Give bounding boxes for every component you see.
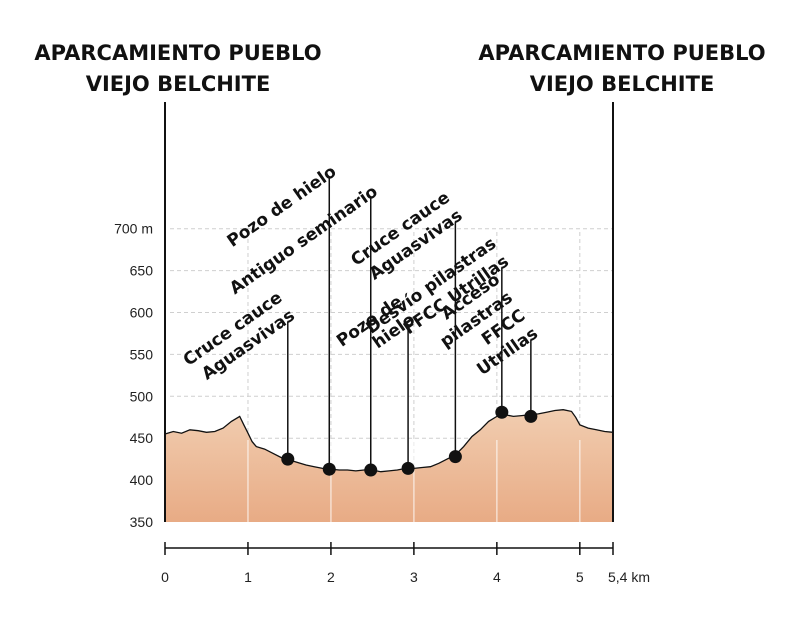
end-label-line-1: APARCAMIENTO PUEBLO	[478, 41, 766, 65]
poi-marker	[281, 452, 295, 466]
x-tick-label: 5,4 km	[608, 569, 650, 585]
poi-marker	[364, 463, 378, 477]
end-label-line-2: VIEJO BELCHITE	[529, 72, 715, 96]
y-tick-label: 350	[130, 514, 154, 530]
y-tick-label: 650	[130, 263, 154, 279]
y-tick-label: 450	[130, 430, 154, 446]
x-tick-label: 5	[576, 569, 584, 585]
y-tick-label: 600	[130, 305, 154, 321]
poi-marker	[495, 405, 509, 419]
x-tick-label: 2	[327, 569, 335, 585]
y-tick-label: 500	[130, 388, 154, 404]
y-tick-label: 400	[130, 472, 154, 488]
x-tick-label: 0	[161, 569, 169, 585]
y-tick-label: 550	[130, 346, 154, 362]
x-axis: 0 1 2 3 4 5 5,4 km	[161, 542, 650, 585]
x-tick-label: 1	[244, 569, 252, 585]
elevation-area	[165, 409, 613, 522]
elevation-profile-line	[164, 409, 614, 473]
y-axis-ticks: 350 400 450 500 550 600 650 700 m	[114, 221, 153, 530]
x-tick-label: 3	[410, 569, 418, 585]
poi-marker	[401, 461, 415, 475]
end-location-label: APARCAMIENTO PUEBLO VIEJO BELCHITE	[472, 38, 772, 100]
start-location-label: APARCAMIENTO PUEBLO VIEJO BELCHITE	[28, 38, 328, 100]
start-label-line-2: VIEJO BELCHITE	[85, 72, 271, 96]
grid-over-area	[247, 440, 581, 522]
start-label-line-1: APARCAMIENTO PUEBLO	[34, 41, 322, 65]
poi-marker	[448, 450, 462, 464]
poi-marker	[322, 462, 336, 476]
poi-marker	[524, 409, 538, 423]
y-tick-label: 700 m	[114, 221, 153, 237]
x-tick-label: 4	[493, 569, 501, 585]
chart-frame	[164, 102, 614, 522]
